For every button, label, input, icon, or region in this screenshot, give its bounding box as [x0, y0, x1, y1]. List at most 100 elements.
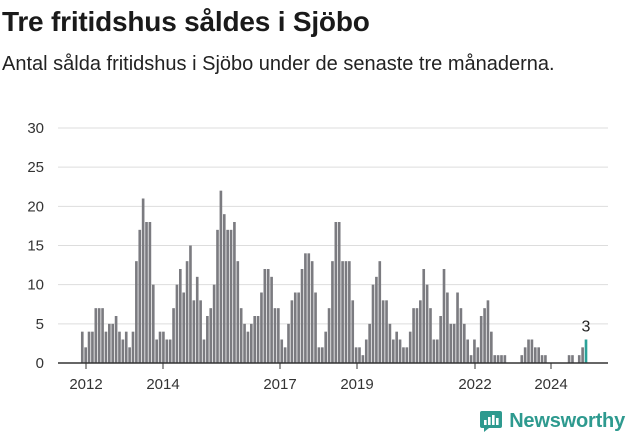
- bar: [249, 323, 253, 363]
- bar: [544, 355, 547, 363]
- bar: [202, 339, 206, 363]
- bar: [371, 284, 375, 363]
- bar: [527, 339, 530, 363]
- bar: [124, 331, 128, 363]
- bar: [226, 229, 229, 363]
- bar: [280, 339, 284, 363]
- bar: [375, 276, 378, 363]
- x-tick-label: 2022: [458, 376, 491, 393]
- bar: [368, 323, 371, 363]
- bar: [266, 269, 270, 363]
- bar: [239, 308, 243, 363]
- bar: [131, 331, 135, 363]
- bar: [222, 214, 226, 363]
- bar: [496, 355, 500, 363]
- y-tick-label: 10: [27, 277, 44, 294]
- bar: [229, 229, 233, 363]
- bar: [364, 339, 368, 363]
- bar: [138, 229, 142, 363]
- bar: [155, 339, 158, 363]
- bar-highlight: [584, 339, 588, 363]
- bar: [114, 316, 118, 363]
- bar: [452, 323, 456, 363]
- brand-logo: Newsworthy: [479, 409, 625, 433]
- bar: [358, 347, 361, 363]
- bar: [408, 331, 412, 363]
- bar: [141, 198, 145, 363]
- bar: [530, 339, 534, 363]
- bar: [348, 261, 351, 363]
- bar: [256, 316, 260, 363]
- bar: [422, 269, 426, 363]
- bar: [209, 308, 213, 363]
- x-tick-label: 2019: [340, 376, 373, 393]
- bar: [290, 300, 294, 363]
- bar: [80, 331, 84, 363]
- bar: [456, 292, 459, 363]
- bar: [91, 331, 94, 363]
- bar: [446, 292, 449, 363]
- bar: [263, 269, 267, 363]
- bar: [490, 331, 493, 363]
- bar: [533, 347, 537, 363]
- bar: [385, 300, 388, 363]
- bar: [459, 308, 463, 363]
- bar: [405, 347, 409, 363]
- bar: [101, 308, 104, 363]
- bar: [118, 331, 121, 363]
- bar: [391, 339, 395, 363]
- bar: [287, 323, 290, 363]
- bar: [304, 253, 307, 363]
- bar: [270, 276, 273, 363]
- bar: [402, 347, 405, 363]
- bar: [351, 300, 355, 363]
- bar: [334, 222, 338, 363]
- bar: [179, 269, 182, 363]
- bar: [462, 323, 466, 363]
- bar: [395, 331, 399, 363]
- bar: [94, 308, 98, 363]
- y-tick-label: 25: [27, 159, 44, 176]
- bar: [429, 308, 432, 363]
- bar: [158, 331, 162, 363]
- bar: [236, 261, 240, 363]
- bar: [253, 316, 257, 363]
- bar: [317, 347, 321, 363]
- bar: [195, 276, 199, 363]
- bar: [145, 222, 148, 363]
- bar: [466, 339, 469, 363]
- x-tick-label: 2012: [69, 376, 102, 393]
- bar: [121, 339, 125, 363]
- bar: [581, 347, 584, 363]
- bar: [260, 292, 263, 363]
- bar: [479, 316, 483, 363]
- bar: [412, 308, 415, 363]
- bar: [151, 284, 155, 363]
- bar: [435, 339, 439, 363]
- bar: [361, 355, 365, 363]
- bar: [243, 323, 246, 363]
- bar-chart: 0 5 10 15 20 25 30 3 2012 2014 2017 2019 2022 2024: [27, 120, 608, 393]
- bar: [293, 292, 297, 363]
- bar: [165, 339, 169, 363]
- bar: [216, 229, 219, 363]
- bar: [320, 347, 324, 363]
- bar: [84, 347, 87, 363]
- brand-name: Newsworthy: [509, 409, 625, 432]
- bar: [540, 355, 544, 363]
- bar: [297, 292, 300, 363]
- bar: [168, 339, 172, 363]
- bar: [97, 308, 101, 363]
- bar: [273, 308, 277, 363]
- bar: [162, 331, 165, 363]
- bar: [135, 261, 138, 363]
- bar: [212, 284, 216, 363]
- x-tick-label: 2014: [146, 376, 179, 393]
- bar: [500, 355, 503, 363]
- bar: [314, 292, 317, 363]
- bar: [172, 308, 175, 363]
- last-value-label: 3: [582, 319, 591, 336]
- bar: [324, 331, 328, 363]
- chart-title: Tre fritidshus såldes i Sjöbo: [2, 6, 370, 37]
- bar: [577, 355, 581, 363]
